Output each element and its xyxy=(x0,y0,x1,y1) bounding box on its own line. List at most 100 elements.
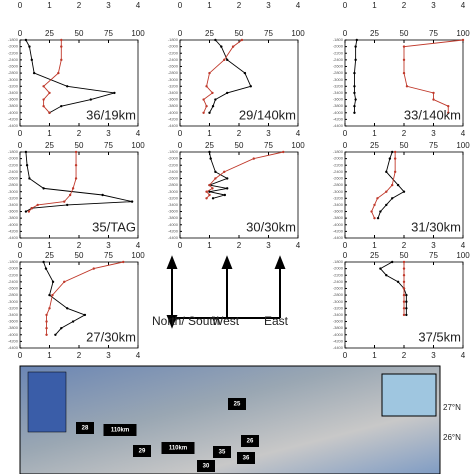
profile-point xyxy=(60,38,63,42)
y-tick-label: -4400 xyxy=(8,345,19,350)
profile-point xyxy=(24,150,28,154)
x2-tick-label: 2 xyxy=(402,351,407,360)
profile-point xyxy=(48,111,51,114)
profile-point xyxy=(74,150,78,154)
profile-point xyxy=(402,280,406,284)
x2-tick-label: 4 xyxy=(136,1,141,10)
profile-point xyxy=(208,150,211,154)
profile-point xyxy=(385,190,388,193)
y-tick-label: -3000 xyxy=(333,299,344,304)
y-tick-label: -2000 xyxy=(8,266,19,271)
profile-point xyxy=(130,200,134,203)
panel-label: 33/140km xyxy=(404,107,461,122)
y-tick-label: -3000 xyxy=(333,77,344,82)
y-tick-label: -2600 xyxy=(333,286,344,291)
profile-point xyxy=(354,58,357,62)
x-tick-label: 25 xyxy=(370,251,379,260)
y-tick-label: -3600 xyxy=(333,319,344,324)
y-tick-label: -3400 xyxy=(8,312,19,317)
profile-point xyxy=(379,267,382,270)
y-tick-label: -3200 xyxy=(333,195,344,200)
y-tick-label: -2000 xyxy=(8,156,19,161)
map-label: 30 xyxy=(203,464,210,470)
lat-label: 27°N xyxy=(443,403,461,412)
x2-tick-label: 4 xyxy=(461,1,466,10)
map-box xyxy=(133,445,151,457)
profile-point xyxy=(63,280,66,284)
profile-point xyxy=(51,280,55,284)
profile-point xyxy=(402,58,406,62)
y-tick-label: -4200 xyxy=(333,338,344,343)
y-tick-label: -2000 xyxy=(8,44,19,49)
map-box xyxy=(213,446,231,458)
x-tick-label: 75 xyxy=(264,29,273,38)
x2-tick-label: 3 xyxy=(106,351,111,360)
profile-point xyxy=(391,197,394,200)
x-tick-label: 25 xyxy=(45,29,54,38)
y-tick-label: -2000 xyxy=(168,156,179,161)
profile-point xyxy=(226,187,229,190)
map-box xyxy=(76,422,94,434)
profile-point xyxy=(45,326,48,330)
profile-point xyxy=(240,38,244,42)
profile-point xyxy=(42,104,45,108)
profile-point xyxy=(28,177,31,180)
y-tick-label: -3000 xyxy=(168,77,179,82)
profile-point xyxy=(214,38,217,42)
profile-point xyxy=(388,157,392,160)
profile-point xyxy=(28,45,31,48)
map-box xyxy=(161,442,195,454)
y-tick-label: -3600 xyxy=(8,97,19,102)
x-tick-label: 50 xyxy=(235,141,244,150)
arrow-head xyxy=(166,255,178,269)
profile-point xyxy=(208,190,211,193)
x-tick-label: 50 xyxy=(75,29,84,38)
profile-point xyxy=(42,85,45,88)
arrow-label: West xyxy=(212,314,240,328)
y-tick-label: -1800 xyxy=(333,259,344,264)
profile-point xyxy=(220,45,223,48)
profile-point xyxy=(373,216,376,220)
y-tick-label: -3000 xyxy=(333,189,344,194)
y-tick-label: -3800 xyxy=(168,103,179,108)
y-tick-label: -2400 xyxy=(168,169,179,174)
x-tick-label: 25 xyxy=(370,29,379,38)
x-tick-label: 0 xyxy=(343,251,348,260)
x2-tick-label: 4 xyxy=(461,351,466,360)
y-tick-label: -3600 xyxy=(333,97,344,102)
x-tick-label: 75 xyxy=(429,141,438,150)
profile-point xyxy=(208,71,211,75)
y-tick-label: -2800 xyxy=(333,70,344,75)
profile-point xyxy=(60,104,63,108)
y-tick-label: -4000 xyxy=(8,222,19,227)
profile-point xyxy=(391,183,394,187)
y-tick-label: -2800 xyxy=(8,70,19,75)
profile-line xyxy=(379,261,407,315)
y-tick-label: -2400 xyxy=(168,57,179,62)
y-tick-label: -2400 xyxy=(8,279,19,284)
x2-tick-label: 3 xyxy=(266,241,271,250)
y-tick-label: -2600 xyxy=(333,64,344,69)
profile-point xyxy=(42,98,45,101)
y-tick-label: -1800 xyxy=(8,149,19,154)
x2-tick-label: 2 xyxy=(402,1,407,10)
y-tick-label: -3400 xyxy=(168,202,179,207)
profile-point xyxy=(405,293,408,297)
panel-label: 30/30km xyxy=(246,219,296,234)
map-box xyxy=(103,424,137,436)
profile-point xyxy=(63,200,66,203)
profile-point xyxy=(208,183,211,187)
y-tick-label: -4200 xyxy=(8,338,19,343)
arrow-label: East xyxy=(264,314,289,328)
x-tick-label: 50 xyxy=(75,251,84,260)
y-tick-label: -3400 xyxy=(333,90,344,95)
profile-line xyxy=(46,261,124,335)
profile-point xyxy=(54,333,57,336)
x2-tick-label: 2 xyxy=(77,129,82,138)
profile-point xyxy=(45,320,48,323)
x-tick-label: 100 xyxy=(131,29,145,38)
profile-point xyxy=(243,71,247,75)
profile-point xyxy=(60,45,63,48)
profile-point xyxy=(214,177,217,180)
